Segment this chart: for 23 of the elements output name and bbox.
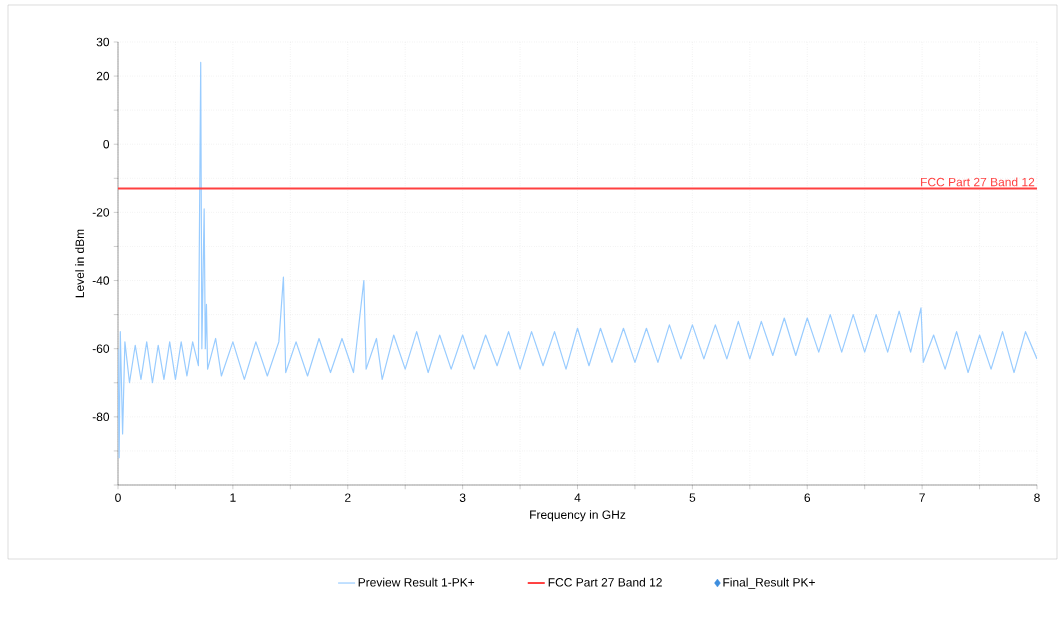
x-axis-title: Frequency in GHz xyxy=(530,510,626,522)
y-tick-label: 20 xyxy=(96,71,110,81)
x-tick-label: 3 xyxy=(459,493,466,502)
y-tick-label: -20 xyxy=(92,208,110,217)
x-tick-label: 7 xyxy=(919,493,925,502)
y-tick-label: 0 xyxy=(103,139,110,149)
text: FCC Part 27 Band 12 xyxy=(548,577,662,587)
y-tick-label: -60 xyxy=(92,344,110,353)
x-tick-label: 6 xyxy=(804,493,811,502)
x-tick-label: 1 xyxy=(230,493,236,502)
x-tick-label: 4 xyxy=(574,493,581,502)
legend-label: Final_Result PK+ xyxy=(723,577,815,589)
y-tick-label: 30 xyxy=(96,37,110,47)
y-tick-label: -40 xyxy=(92,276,110,285)
legend-label: Preview Result 1-PK+ xyxy=(358,577,475,587)
x-tick-label: 0 xyxy=(115,493,121,502)
y-axis-title: Level in dBm xyxy=(75,229,85,298)
x-tick-label: 5 xyxy=(689,493,696,502)
ref-line-label: FCC Part 27 Band 12 xyxy=(921,177,1035,187)
x-tick-label: 8 xyxy=(1034,493,1040,502)
line-series xyxy=(118,61,1037,459)
y-tick-label: -80 xyxy=(92,412,110,422)
x-tick-label: 2 xyxy=(345,493,351,502)
